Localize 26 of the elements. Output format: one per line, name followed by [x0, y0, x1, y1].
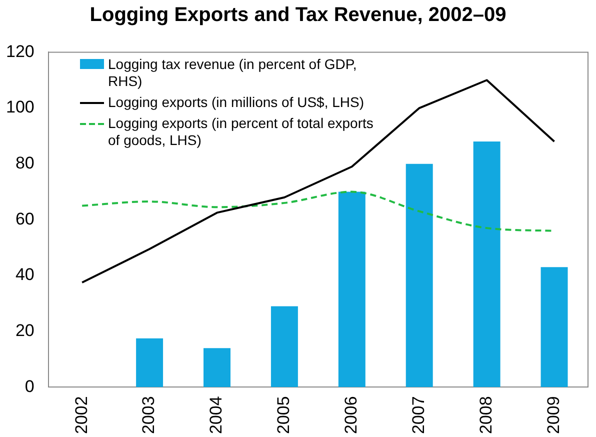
- y-tick-label: 20: [15, 321, 34, 340]
- y-tick-label: 60: [15, 209, 34, 228]
- x-tick-label: 2007: [409, 396, 428, 434]
- y-tick-label: 100: [6, 98, 34, 117]
- y-tick-label: 120: [6, 42, 34, 61]
- legend-label: Logging exports (in millions of US$, LHS): [108, 94, 364, 111]
- x-tick-label: 2006: [342, 396, 361, 434]
- chart-title: Logging Exports and Tax Revenue, 2002–09: [88, 4, 508, 27]
- x-tick-label: 2005: [274, 396, 294, 434]
- x-tick-label: 2004: [206, 396, 226, 434]
- bar: [136, 338, 164, 388]
- x-tick-label: 2002: [72, 396, 91, 434]
- y-tick-label: 40: [15, 265, 34, 284]
- legend-label: Logging exports (in percent of total exports of goods, LHS): [108, 115, 374, 149]
- y-tick-label: 80: [15, 154, 34, 173]
- bar: [406, 164, 433, 388]
- bar: [540, 267, 568, 388]
- bar: [270, 306, 298, 388]
- x-tick-label: 2008: [476, 396, 496, 434]
- bar: [473, 142, 500, 388]
- bar: [204, 348, 230, 388]
- legend-label: Logging tax revenue (in percent of GDP, RHS): [108, 56, 358, 90]
- x-tick-label: 2009: [544, 396, 563, 434]
- x-tick-label: 2003: [139, 396, 158, 434]
- bar: [338, 192, 366, 388]
- y-tick-label: 0: [24, 376, 34, 396]
